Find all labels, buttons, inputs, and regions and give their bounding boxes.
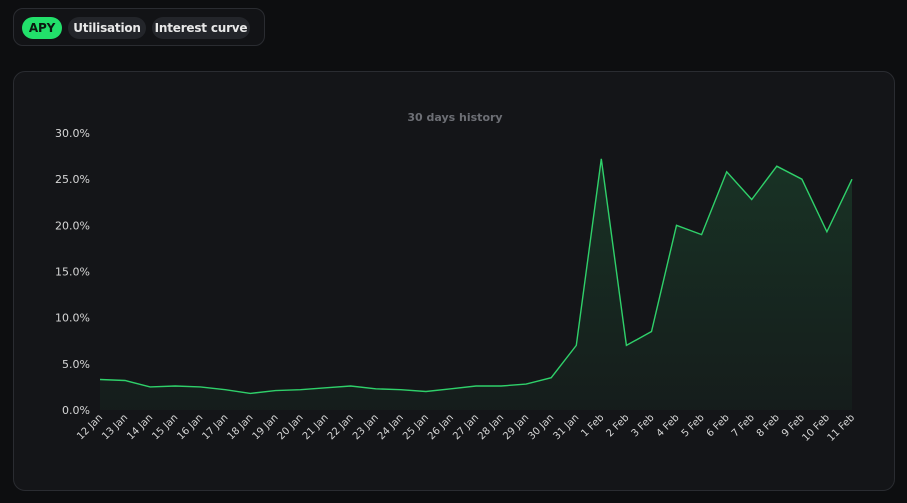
- data-point[interactable]: [849, 176, 855, 182]
- x-tick-label: 19 Jan: [251, 412, 281, 442]
- data-point[interactable]: [122, 378, 128, 384]
- x-tick-label: 29 Jan: [501, 412, 531, 442]
- x-tick-label: 23 Jan: [351, 412, 381, 442]
- data-point[interactable]: [598, 156, 604, 162]
- data-point[interactable]: [423, 389, 429, 395]
- x-tick-label: 28 Jan: [476, 412, 506, 442]
- data-point[interactable]: [398, 387, 404, 393]
- y-tick-label: 20.0%: [55, 219, 90, 232]
- y-tick-label: 5.0%: [62, 358, 90, 371]
- tab-apy[interactable]: APY: [22, 17, 62, 39]
- data-point[interactable]: [448, 386, 454, 392]
- data-point[interactable]: [172, 383, 178, 389]
- x-tick-label: 14 Jan: [125, 412, 155, 442]
- y-tick-label: 10.0%: [55, 312, 90, 325]
- data-point[interactable]: [222, 387, 228, 393]
- x-tick-label: 30 Jan: [526, 412, 556, 442]
- data-point[interactable]: [699, 232, 705, 238]
- x-tick-label: 25 Jan: [401, 412, 431, 442]
- x-tick-label: 6 Feb: [705, 412, 732, 439]
- data-point[interactable]: [323, 385, 329, 391]
- data-point[interactable]: [724, 169, 730, 175]
- data-point[interactable]: [498, 383, 504, 389]
- x-tick-label: 17 Jan: [201, 412, 231, 442]
- x-tick-label: 18 Jan: [226, 412, 256, 442]
- data-point[interactable]: [674, 222, 680, 228]
- x-tick-label: 21 Jan: [301, 412, 331, 442]
- data-point[interactable]: [573, 342, 579, 348]
- x-tick-label: 31 Jan: [551, 412, 581, 442]
- tab-utilisation[interactable]: Utilisation: [68, 17, 146, 39]
- data-point[interactable]: [298, 387, 304, 393]
- x-tick-label: 2 Feb: [604, 412, 631, 439]
- chart-mode-tabs: APY Utilisation Interest curve: [13, 8, 265, 46]
- x-tick-label: 20 Jan: [276, 412, 306, 442]
- data-point[interactable]: [799, 176, 805, 182]
- x-tick-label: 26 Jan: [426, 412, 456, 442]
- x-tick-label: 7 Feb: [730, 412, 757, 439]
- data-point[interactable]: [97, 377, 103, 383]
- data-point[interactable]: [348, 383, 354, 389]
- x-tick-label: 3 Feb: [630, 412, 657, 439]
- y-tick-label: 25.0%: [55, 173, 90, 186]
- data-point[interactable]: [247, 390, 253, 396]
- tab-interest-curve[interactable]: Interest curve: [152, 17, 250, 39]
- x-tick-label: 1 Feb: [579, 412, 606, 439]
- data-point[interactable]: [774, 163, 780, 169]
- x-tick-label: 11 Feb: [826, 412, 858, 444]
- x-tick-label: 4 Feb: [655, 412, 682, 439]
- x-tick-label: 22 Jan: [326, 412, 356, 442]
- x-tick-label: 15 Jan: [150, 412, 180, 442]
- data-point[interactable]: [824, 229, 830, 235]
- data-point[interactable]: [649, 329, 655, 335]
- x-tick-label: 27 Jan: [451, 412, 481, 442]
- data-point[interactable]: [623, 342, 629, 348]
- apy-series-line: [99, 158, 853, 395]
- x-tick-label: 8 Feb: [755, 412, 782, 439]
- data-point[interactable]: [373, 386, 379, 392]
- data-point[interactable]: [147, 384, 153, 390]
- data-point[interactable]: [473, 383, 479, 389]
- data-point[interactable]: [273, 388, 279, 394]
- y-tick-label: 30.0%: [55, 127, 90, 140]
- data-point[interactable]: [749, 197, 755, 203]
- x-tick-label: 5 Feb: [680, 412, 707, 439]
- data-point[interactable]: [197, 384, 203, 390]
- chart-title: 30 days history: [407, 111, 502, 124]
- x-tick-label: 13 Jan: [100, 412, 130, 442]
- x-tick-label: 16 Jan: [175, 412, 205, 442]
- y-tick-label: 0.0%: [62, 404, 90, 417]
- y-tick-label: 15.0%: [55, 266, 90, 279]
- data-point[interactable]: [523, 381, 529, 387]
- x-tick-label: 24 Jan: [376, 412, 406, 442]
- data-point[interactable]: [548, 375, 554, 381]
- apy-area-fill: [100, 158, 852, 410]
